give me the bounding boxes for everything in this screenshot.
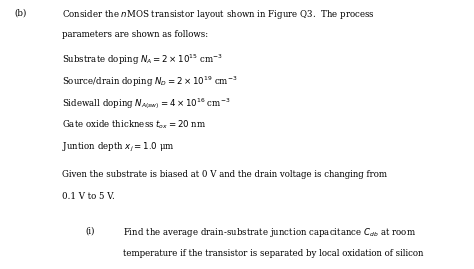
Text: Sidewall doping $N_{A(sw)} = 4 \times 10^{16}$ cm$^{-3}$: Sidewall doping $N_{A(sw)} = 4 \times 10… — [62, 96, 230, 112]
Text: (b): (b) — [14, 8, 27, 17]
Text: Substrate doping $N_A = 2 \times 10^{15}$ cm$^{-3}$: Substrate doping $N_A = 2 \times 10^{15}… — [62, 52, 223, 67]
Text: parameters are shown as follows:: parameters are shown as follows: — [62, 30, 208, 39]
Text: Juntion depth $x_j = 1.0$ μm: Juntion depth $x_j = 1.0$ μm — [62, 140, 174, 154]
Text: temperature if the transistor is separated by local oxidation of silicon: temperature if the transistor is separat… — [123, 249, 424, 257]
Text: Source/drain doping $N_D = 2 \times 10^{19}$ cm$^{-3}$: Source/drain doping $N_D = 2 \times 10^{… — [62, 74, 237, 89]
Text: Find the average drain-substrate junction capacitance $C_{db}$ at room: Find the average drain-substrate junctio… — [123, 226, 416, 239]
Text: Consider the $n$MOS transistor layout shown in Figure Q3.  The process: Consider the $n$MOS transistor layout sh… — [62, 8, 374, 21]
Text: 0.1 V to 5 V.: 0.1 V to 5 V. — [62, 192, 114, 201]
Text: Gate oxide thickness $t_{ox} = 20$ nm: Gate oxide thickness $t_{ox} = 20$ nm — [62, 118, 206, 131]
Text: Given the substrate is biased at 0 V and the drain voltage is changing from: Given the substrate is biased at 0 V and… — [62, 170, 387, 179]
Text: (i): (i) — [85, 226, 95, 235]
